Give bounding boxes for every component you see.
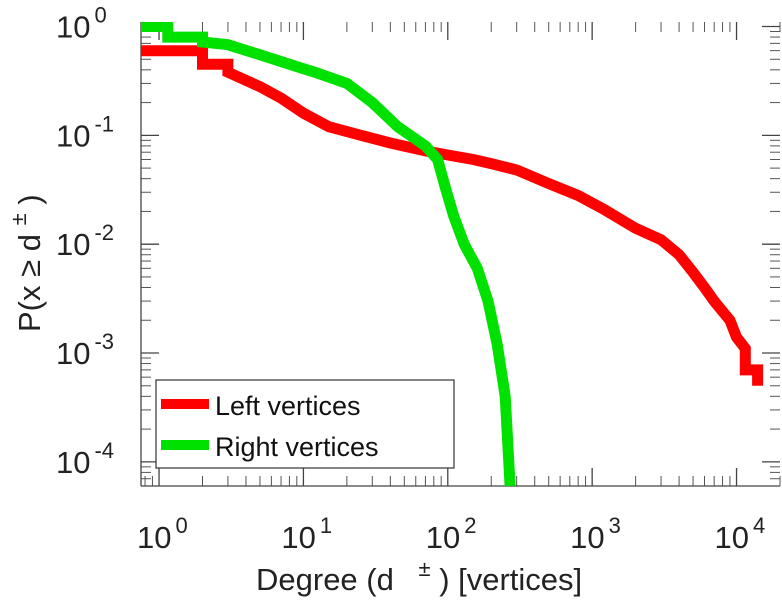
- legend-box: [155, 379, 455, 469]
- x-tick-label-exp: 1: [320, 513, 332, 538]
- series-line-right-vertices: [141, 22, 516, 486]
- series-line-left-vertices: [141, 45, 764, 386]
- y-axis-title-d: d: [12, 234, 47, 251]
- y-tick-label-exp: -4: [94, 438, 114, 463]
- x-tick-label: 10 2: [426, 513, 477, 555]
- x-tick-labels: 10 0 10 1 10 2 10 3 10 4: [137, 513, 765, 555]
- y-tick-label-base: 10: [56, 445, 90, 480]
- x-axis-title-sup: ±: [418, 556, 430, 581]
- x-axis-title-main: Degree (d: [256, 562, 394, 597]
- legend-label-left-vertices: Left vertices: [215, 391, 361, 421]
- minor-ticks: [141, 22, 781, 487]
- y-tick-label-exp: -2: [94, 220, 114, 245]
- x-tick-label-exp: 2: [464, 513, 476, 538]
- x-tick-label-base: 10: [426, 520, 460, 555]
- y-tick-label-exp: 0: [94, 3, 106, 28]
- series-layer: [141, 22, 764, 486]
- y-tick-label-base: 10: [56, 336, 90, 371]
- y-axis-title-sup: ±: [6, 213, 31, 225]
- y-axis-title: P(x ≥ d ± ): [0, 194, 47, 332]
- y-tick-label-exp: -1: [94, 111, 114, 136]
- x-tick-label-exp: 0: [176, 513, 188, 538]
- y-tick-label: 10 -1: [56, 111, 114, 153]
- x-tick-label-base: 10: [570, 520, 604, 555]
- x-tick-label-base: 10: [715, 520, 749, 555]
- axes: [140, 22, 780, 487]
- x-tick-label-base: 10: [281, 520, 315, 555]
- y-axis-title-open: P(x: [12, 277, 47, 332]
- y-axis-title-geq: ≥: [12, 260, 47, 277]
- legend: Left vertices Right vertices: [155, 379, 455, 469]
- y-tick-label: 10 -3: [56, 329, 114, 371]
- x-tick-label-base: 10: [137, 520, 171, 555]
- y-tick-label: 10 -4: [56, 438, 114, 480]
- x-tick-label: 10 3: [570, 513, 621, 555]
- y-tick-label-base: 10: [56, 118, 90, 153]
- y-tick-label-exp: -3: [94, 329, 114, 354]
- legend-label-right-vertices: Right vertices: [215, 432, 379, 462]
- x-tick-label: 10 4: [715, 513, 766, 555]
- y-axis-title-close: ): [12, 194, 47, 204]
- x-tick-label: 10 1: [281, 513, 332, 555]
- y-tick-label-base: 10: [56, 10, 90, 45]
- y-tick-label: 10 -2: [56, 220, 114, 262]
- x-tick-label-exp: 3: [609, 513, 621, 538]
- y-tick-label: 10 0: [56, 3, 107, 45]
- x-tick-label-exp: 4: [753, 513, 765, 538]
- x-axis-title: Degree (d ± ) [vertices]: [256, 548, 582, 597]
- y-tick-label-base: 10: [56, 227, 90, 262]
- x-axis-title-tail: ) [vertices]: [439, 562, 582, 597]
- x-tick-label: 10 0: [137, 513, 188, 555]
